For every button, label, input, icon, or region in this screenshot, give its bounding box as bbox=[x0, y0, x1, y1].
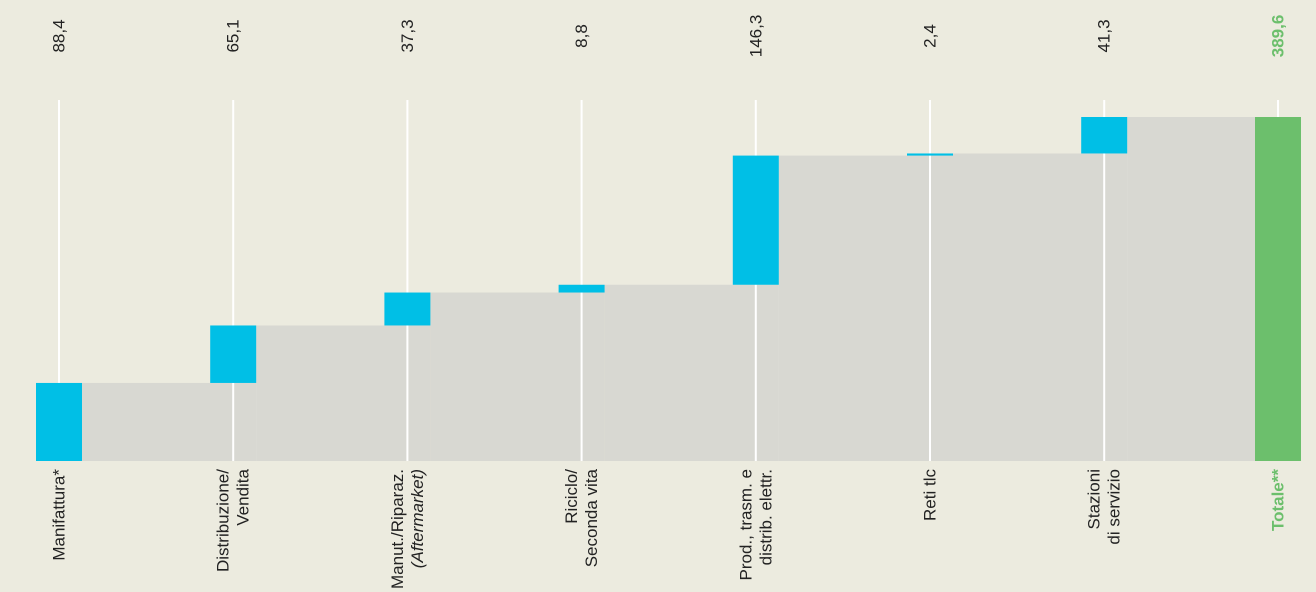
category-label: Distribuzione/ bbox=[214, 469, 233, 572]
category-label: Stazioni bbox=[1085, 469, 1104, 529]
cumulative-step bbox=[256, 325, 431, 461]
value-label: 88,4 bbox=[50, 19, 69, 52]
category-label: Seconda vita bbox=[582, 468, 601, 567]
bar bbox=[732, 155, 779, 285]
category-label: di servizio bbox=[1105, 469, 1124, 545]
value-label: 41,3 bbox=[1095, 19, 1114, 52]
category-label: Vendita bbox=[234, 468, 253, 525]
category-label: Reti tlc bbox=[921, 469, 940, 521]
category-label: Riciclo/ bbox=[562, 469, 581, 524]
value-label: 389,6 bbox=[1269, 15, 1288, 58]
cumulative-step bbox=[604, 284, 779, 461]
value-label: 65,1 bbox=[224, 19, 243, 52]
bar bbox=[1081, 117, 1128, 154]
value-label: 2,4 bbox=[921, 24, 940, 48]
value-label: 8,8 bbox=[572, 24, 591, 48]
cumulative-step bbox=[778, 155, 953, 462]
category-label: Manut./Riparaz. bbox=[388, 469, 407, 589]
value-label: 37,3 bbox=[398, 19, 417, 52]
cumulative-step bbox=[1127, 117, 1255, 461]
bar bbox=[384, 292, 431, 326]
category-label: distrib. elettr. bbox=[756, 469, 775, 565]
category-label: Totale** bbox=[1269, 469, 1288, 531]
total-bar bbox=[1255, 117, 1301, 461]
bar bbox=[210, 325, 257, 383]
bar bbox=[36, 382, 82, 461]
category-label: Manifattura* bbox=[50, 469, 69, 561]
cumulative-step bbox=[953, 153, 1128, 461]
cumulative-step bbox=[430, 292, 605, 461]
category-label: Prod., trasm. e bbox=[736, 469, 755, 580]
cumulative-step bbox=[82, 382, 257, 461]
category-label: (Aftermarket) bbox=[408, 469, 427, 568]
bar bbox=[558, 284, 605, 293]
value-label: 146,3 bbox=[746, 15, 765, 58]
bar bbox=[907, 153, 953, 156]
